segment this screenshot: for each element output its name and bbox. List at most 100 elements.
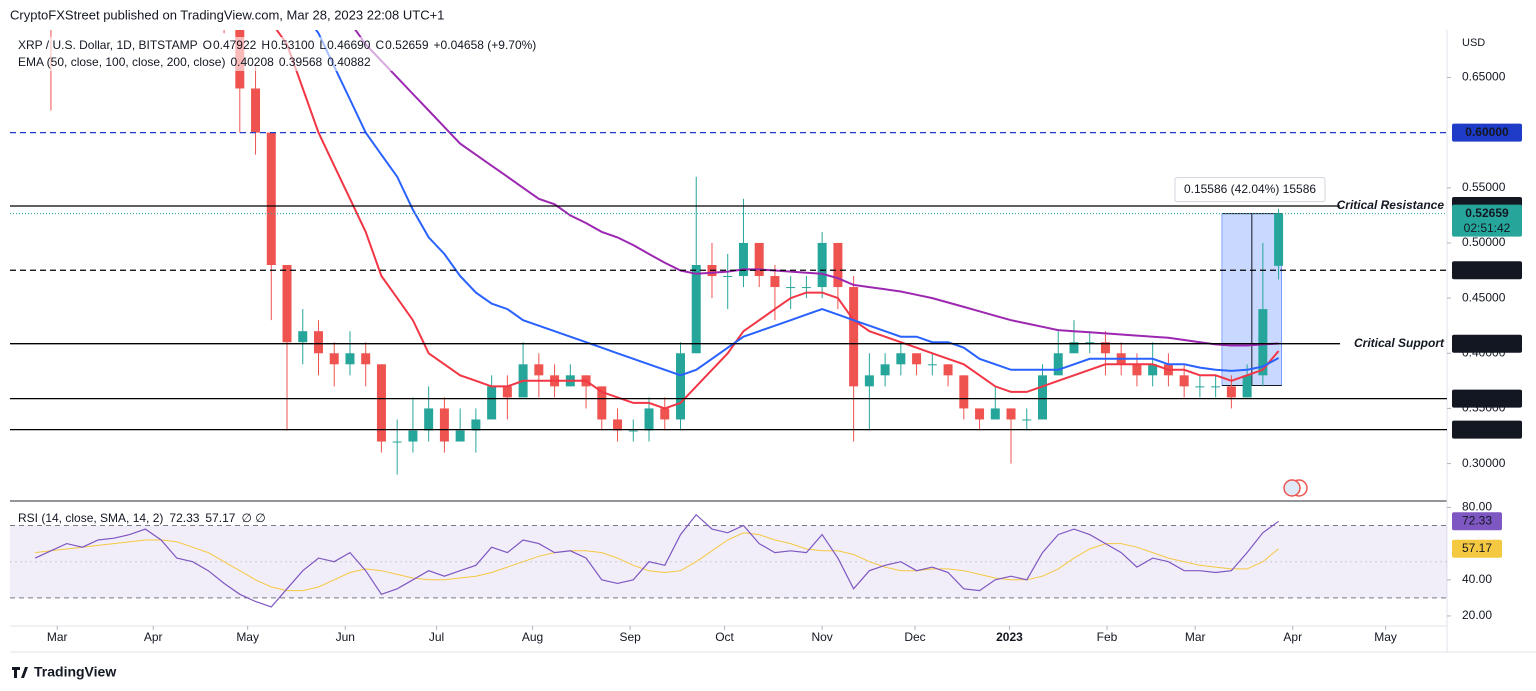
candle-body <box>1148 364 1158 376</box>
candle-body <box>691 265 701 354</box>
candle-body <box>833 242 843 288</box>
currency-label: USD <box>1462 37 1485 49</box>
candle-body <box>644 408 654 431</box>
candle-body <box>251 88 261 133</box>
candle-body <box>329 353 339 365</box>
candle-body <box>927 364 937 366</box>
x-tick-label: 2023 <box>996 630 1023 644</box>
level-label: 0.47524 <box>1465 262 1509 276</box>
candle-body <box>266 132 276 265</box>
candle-body <box>439 408 449 442</box>
legend-ohlc-key: O <box>203 38 212 52</box>
candle-body <box>1132 364 1142 376</box>
x-tick-label: Aug <box>522 630 543 644</box>
legend-change: +0.04658 (+9.70%) <box>434 38 537 52</box>
rsi-line <box>35 532 1279 592</box>
legend-ema-value: 0.40882 <box>327 55 371 69</box>
x-tick-label: Jul <box>429 630 444 644</box>
countdown-label: 02:51:42 <box>1464 221 1511 235</box>
footer-text: TradingView <box>34 664 116 680</box>
candle-body <box>1053 353 1063 376</box>
candle-body <box>471 419 481 431</box>
rsi-legend: RSI (14, close, SMA, 14, 2) <box>18 511 163 525</box>
x-tick-label: Sep <box>619 630 641 644</box>
candle-body <box>1100 342 1110 354</box>
x-tick-label: May <box>236 630 259 644</box>
legend-ohlc-value: 0.47922 <box>213 38 257 52</box>
y-tick-label: 0.55000 <box>1462 180 1506 194</box>
candle-body <box>1006 408 1016 420</box>
y-tick-label: 0.30000 <box>1462 456 1506 470</box>
candle-body <box>613 419 623 431</box>
candle-body <box>1085 342 1095 344</box>
candle-body <box>896 353 906 365</box>
rsi-band <box>10 525 1447 598</box>
legend-ohlc-key: C <box>375 38 384 52</box>
candle-body <box>313 331 323 354</box>
candle-body <box>975 408 985 420</box>
ema-line <box>314 30 1280 377</box>
level-annotation: Critical Support <box>1354 336 1445 350</box>
candle-body <box>376 364 386 442</box>
current-price-box <box>1452 204 1522 237</box>
x-tick-label: Mar <box>47 630 68 644</box>
candle-body <box>1022 419 1032 421</box>
level-label: 0.35888 <box>1465 391 1509 405</box>
rsi-value-label: 72.33 <box>1462 513 1492 527</box>
candle-body <box>1226 386 1236 398</box>
candle-body <box>675 353 685 420</box>
level-label: 0.33076 <box>1465 422 1509 436</box>
candle-body <box>1211 386 1221 388</box>
x-tick-label: Apr <box>144 630 163 644</box>
candle-body <box>770 276 780 288</box>
level-label-box <box>1452 334 1522 353</box>
logo-icon <box>12 667 28 678</box>
candle-body <box>1274 213 1284 266</box>
candle-body <box>817 242 827 288</box>
rsi-legend: ∅ ∅ <box>241 511 265 525</box>
rsi-pane <box>10 513 1447 608</box>
x-tick-label: Dec <box>904 630 925 644</box>
level-annotation: Critical Resistance <box>1337 198 1445 212</box>
measure-label: 0.15586 (42.04%) 15586 <box>1184 182 1316 196</box>
x-tick-label: Oct <box>715 630 734 644</box>
rsi-line <box>34 513 1279 608</box>
legend-backdrop <box>14 37 554 71</box>
candle-body <box>1258 309 1268 376</box>
legend-ema-value: 0.39568 <box>279 55 323 69</box>
candle-body <box>361 353 371 365</box>
legend-ohlc-key: L <box>319 38 326 52</box>
rsi-value-box <box>1452 512 1502 531</box>
candle-body <box>723 276 733 278</box>
candle-body <box>959 375 969 409</box>
candle-body <box>408 430 418 442</box>
footer-logo: TradingView <box>12 664 116 680</box>
level-label-box <box>1452 420 1522 439</box>
x-tick-label: Apr <box>1283 630 1302 644</box>
candle-body <box>1179 375 1189 387</box>
candle-body <box>487 386 497 420</box>
level-label: 0.40867 <box>1465 336 1509 350</box>
current-price-label: 0.52659 <box>1465 206 1509 220</box>
event-icon <box>1283 479 1301 497</box>
ema-line <box>354 30 1279 347</box>
candle-body <box>864 375 874 387</box>
candle-body <box>754 242 764 277</box>
candle-body <box>660 408 670 420</box>
candle-body <box>455 430 465 442</box>
y-tick-label: 20.00 <box>1462 608 1492 622</box>
candle-body <box>628 430 638 432</box>
x-tick-label: Jun <box>336 630 355 644</box>
candle-body <box>1037 375 1047 420</box>
candle-body <box>502 386 512 398</box>
flag-icons <box>1283 479 1308 497</box>
candle-body <box>424 408 434 431</box>
legend-ema-value: 0.40208 <box>230 55 274 69</box>
candle-body <box>392 441 402 443</box>
candle-body <box>849 287 859 387</box>
candle-body <box>1069 342 1079 354</box>
rsi-value-label: 57.17 <box>1462 541 1492 555</box>
rsi-legend: 72.33 <box>169 511 199 525</box>
y-tick-label: 0.65000 <box>1462 70 1506 84</box>
